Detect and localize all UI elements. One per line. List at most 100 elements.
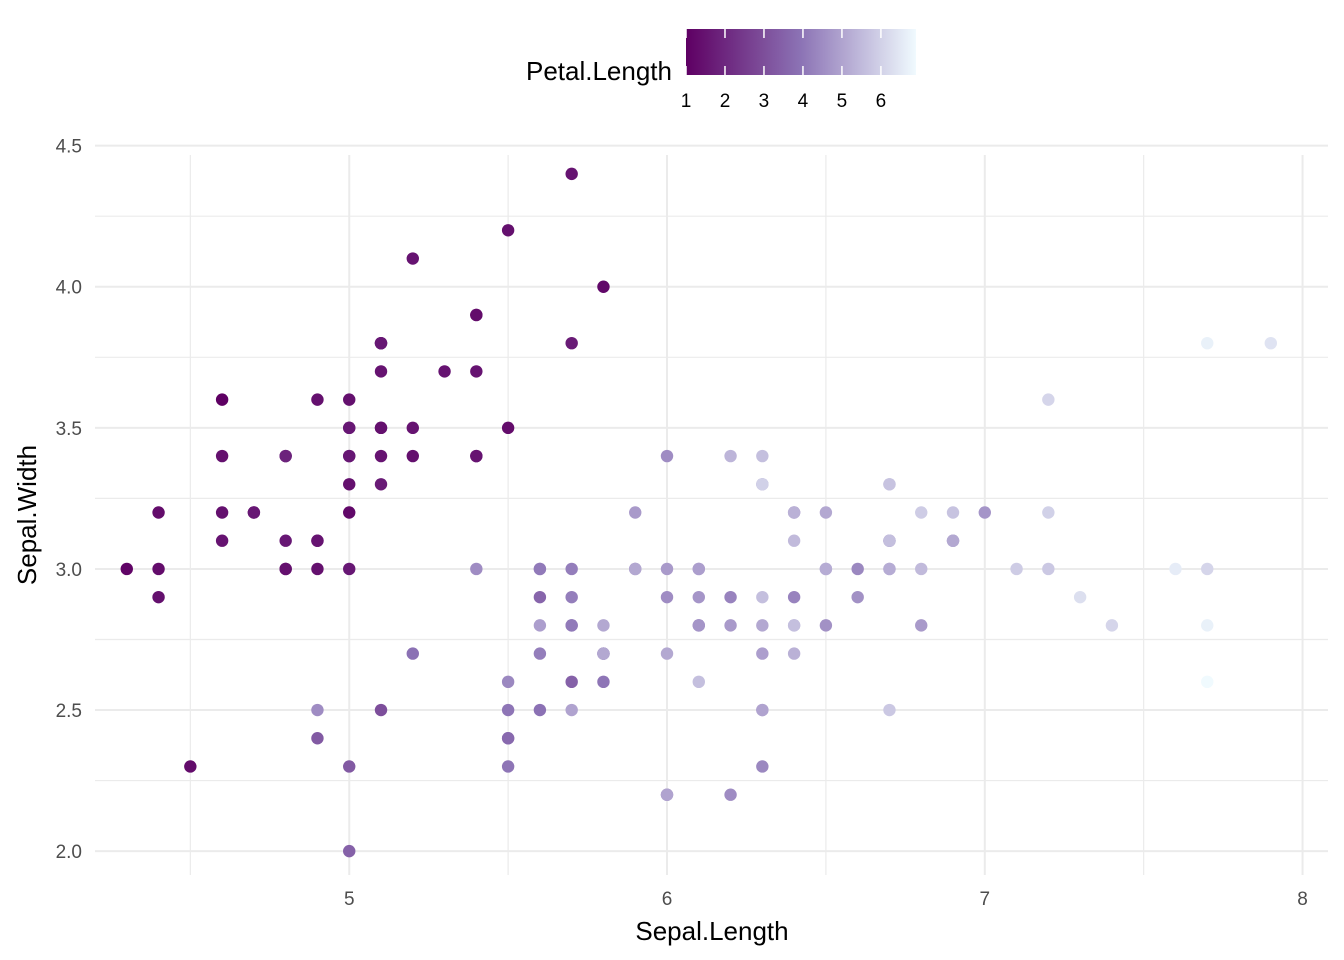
- data-point: [787, 647, 801, 660]
- data-point: [724, 590, 737, 604]
- data-point: [406, 647, 419, 660]
- data-point: [533, 647, 547, 660]
- data-point: [597, 619, 610, 632]
- data-point: [946, 506, 960, 519]
- data-point: [1105, 619, 1119, 632]
- data-point: [152, 506, 165, 519]
- data-point: [1201, 562, 1214, 576]
- data-point: [1010, 562, 1023, 576]
- data-point: [374, 365, 388, 378]
- data-point: [756, 478, 769, 491]
- data-point: [1201, 336, 1214, 350]
- data-point: [311, 562, 324, 576]
- data-point: [756, 703, 769, 717]
- data-point: [374, 703, 388, 717]
- data-point: [1042, 506, 1055, 519]
- data-point: [756, 449, 769, 463]
- data-point: [724, 619, 737, 632]
- data-point: [406, 421, 419, 435]
- data-point: [915, 506, 928, 519]
- data-point: [915, 619, 928, 632]
- data-point: [819, 562, 833, 576]
- data-point: [501, 760, 515, 773]
- data-point: [787, 534, 801, 547]
- data-point: [660, 449, 674, 463]
- data-point: [787, 506, 801, 519]
- data-point: [374, 449, 388, 463]
- data-point: [629, 506, 642, 519]
- data-point: [883, 703, 896, 717]
- data-point: [819, 619, 833, 632]
- data-point: [184, 760, 197, 773]
- data-point: [406, 252, 419, 265]
- y-axis-ticks: 2.0 2.5 3.0 3.5 4.0 4.5: [56, 137, 82, 863]
- data-point: [470, 365, 483, 378]
- data-point: [978, 506, 991, 519]
- data-point: [724, 788, 737, 801]
- data-point: [565, 590, 578, 604]
- data-point: [756, 647, 769, 660]
- data-point: [660, 562, 674, 576]
- data-point: [533, 619, 547, 632]
- x-axis-ticks: 5 6 7 8: [344, 889, 1308, 910]
- data-point: [565, 167, 578, 181]
- data-point: [565, 562, 578, 576]
- data-point: [438, 365, 451, 378]
- data-point: [533, 562, 547, 576]
- y-tick-label: 4.5: [56, 137, 82, 158]
- data-point: [374, 421, 388, 435]
- data-point: [597, 675, 610, 689]
- data-point: [279, 534, 292, 547]
- data-point: [692, 675, 705, 689]
- data-point: [374, 478, 388, 491]
- data-point: [215, 449, 229, 463]
- data-point: [883, 562, 896, 576]
- data-point: [501, 732, 515, 745]
- colorbar-tick-label: 3: [759, 91, 770, 112]
- data-point: [501, 675, 515, 689]
- x-axis-title: Sepal.Length: [635, 916, 788, 946]
- data-point: [343, 393, 356, 406]
- colorbar-tick-label: 4: [798, 91, 809, 112]
- data-point: [883, 478, 896, 491]
- data-point: [374, 336, 388, 350]
- y-axis-title: Sepal.Width: [12, 445, 42, 585]
- data-point: [692, 619, 705, 632]
- y-tick-label: 2.5: [56, 701, 82, 722]
- color-legend: Petal.Length 1 2 3 4 5 6: [526, 29, 916, 112]
- data-point: [279, 562, 292, 576]
- data-point: [787, 619, 801, 632]
- data-point: [343, 844, 356, 858]
- data-point: [501, 703, 515, 717]
- data-point: [565, 675, 578, 689]
- colorbar-tick-label: 1: [681, 91, 692, 112]
- x-tick-label: 5: [344, 889, 355, 910]
- data-point: [851, 590, 864, 604]
- data-point: [883, 534, 896, 547]
- legend-title: Petal.Length: [526, 56, 672, 86]
- data-point: [819, 506, 833, 519]
- data-point: [215, 506, 229, 519]
- data-point: [533, 703, 547, 717]
- data-point: [660, 647, 674, 660]
- data-point: [501, 421, 515, 435]
- data-points: [120, 167, 1277, 858]
- data-point: [660, 590, 674, 604]
- data-point: [756, 619, 769, 632]
- data-point: [946, 534, 960, 547]
- data-point: [501, 224, 515, 237]
- x-tick-label: 6: [662, 889, 673, 910]
- data-point: [311, 393, 324, 406]
- x-tick-label: 7: [980, 889, 991, 910]
- data-point: [565, 703, 578, 717]
- colorbar-tick-label: 5: [837, 91, 848, 112]
- data-point: [311, 703, 324, 717]
- data-point: [311, 534, 324, 547]
- y-tick-label: 3.0: [56, 560, 82, 581]
- data-point: [787, 590, 801, 604]
- x-tick-label: 8: [1297, 889, 1308, 910]
- data-point: [533, 590, 547, 604]
- colorbar-ticks: 1 2 3 4 5 6: [681, 29, 886, 112]
- data-point: [597, 280, 610, 293]
